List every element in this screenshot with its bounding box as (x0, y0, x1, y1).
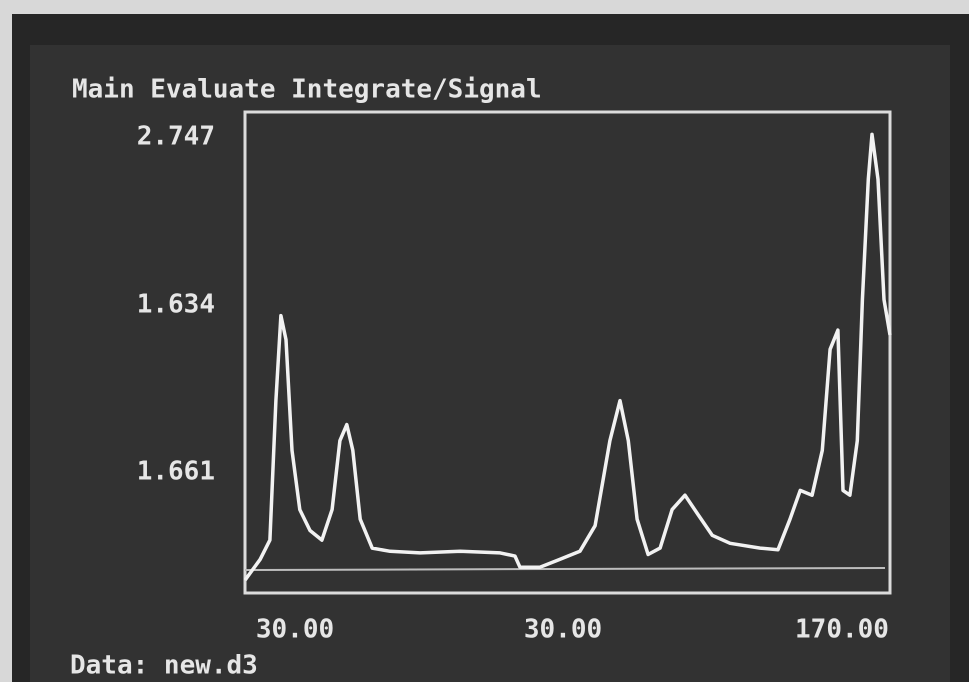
x-axis-label: 170.00 (795, 615, 889, 645)
screen: Main Evaluate Integrate/Signal Data: new… (0, 0, 969, 682)
menu-bar[interactable]: Main Evaluate Integrate/Signal (72, 75, 542, 105)
x-axis-label: 30.00 (524, 615, 602, 645)
y-axis-label: 2.747 (137, 122, 215, 152)
y-axis-label: 1.634 (137, 290, 215, 320)
y-axis-label: 1.661 (137, 457, 215, 487)
data-file: Data: new.d3 (70, 651, 258, 681)
x-axis-label: 30.00 (256, 615, 334, 645)
